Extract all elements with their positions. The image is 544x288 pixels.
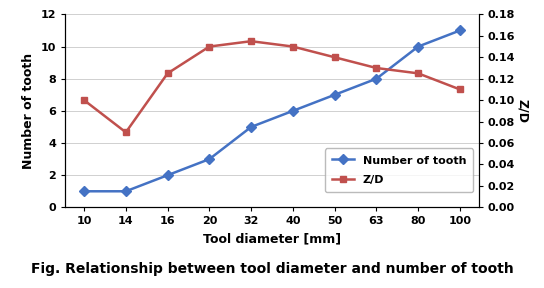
Z/D [81, 98, 88, 102]
Z/D [373, 66, 380, 70]
Z/D [164, 72, 171, 75]
Number of tooth [122, 190, 129, 193]
Number of tooth [373, 77, 380, 80]
Y-axis label: Number of tooth: Number of tooth [22, 53, 35, 169]
Z/D [122, 130, 129, 134]
Number of tooth [164, 173, 171, 177]
Z/D [206, 45, 213, 48]
Legend: Number of tooth, Z/D: Number of tooth, Z/D [325, 148, 473, 192]
Z/D [456, 88, 463, 91]
Text: Fig. Relationship between tool diameter and number of tooth: Fig. Relationship between tool diameter … [30, 262, 514, 276]
Z/D [289, 45, 296, 48]
Number of tooth [456, 29, 463, 32]
Number of tooth [81, 190, 88, 193]
Y-axis label: Z/D: Z/D [516, 99, 529, 123]
X-axis label: Tool diameter [mm]: Tool diameter [mm] [203, 232, 341, 245]
Number of tooth [415, 45, 422, 48]
Z/D [331, 56, 338, 59]
Number of tooth [206, 157, 213, 161]
Z/D [415, 72, 422, 75]
Z/D [248, 39, 255, 43]
Number of tooth [248, 125, 255, 129]
Number of tooth [289, 109, 296, 113]
Number of tooth [331, 93, 338, 96]
Line: Z/D: Z/D [81, 38, 463, 136]
Line: Number of tooth: Number of tooth [81, 27, 463, 195]
